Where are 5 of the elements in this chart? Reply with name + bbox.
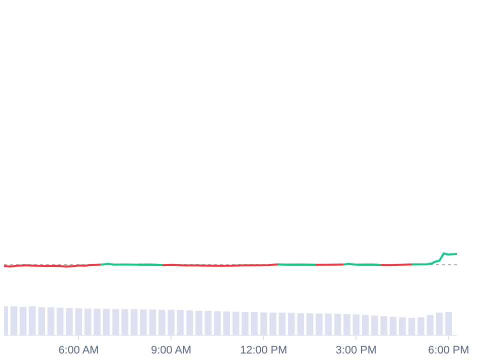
x-tick-label: 6:00 PM [428,344,470,356]
x-tick-label: 3:00 PM [336,344,377,356]
x-tick-label: 6:00 AM [58,344,99,356]
x-tick-label: 9:00 AM [150,344,192,356]
x-tick-label: 12:00 PM [240,344,288,356]
